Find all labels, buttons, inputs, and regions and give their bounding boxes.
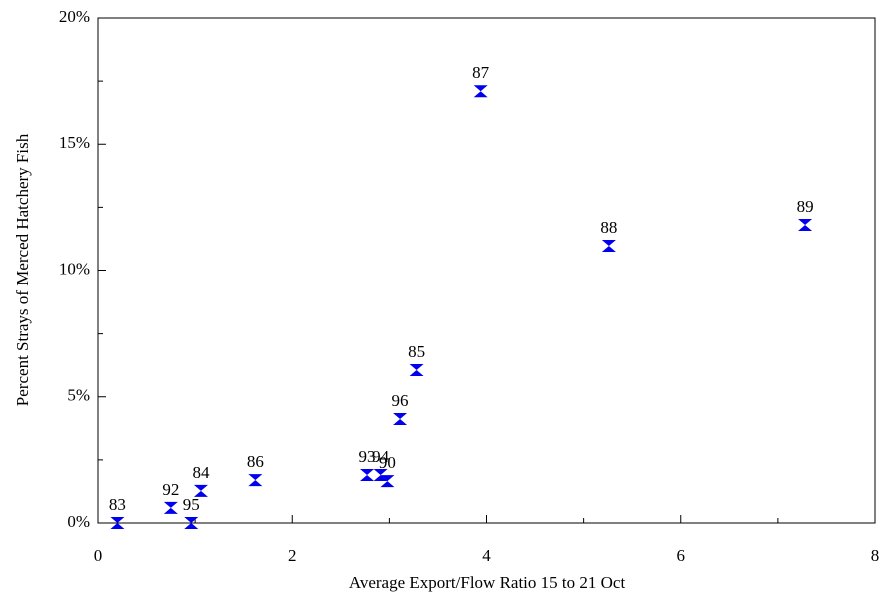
y-tick-label: 5%	[67, 386, 90, 405]
x-tick-label: 0	[94, 546, 103, 565]
data-point	[110, 517, 125, 529]
point-label: 84	[192, 463, 210, 482]
data-point	[601, 240, 616, 253]
data-point	[193, 484, 208, 497]
x-tick-label: 8	[871, 546, 880, 565]
plot-frame	[97, 17, 876, 524]
point-label: 95	[183, 495, 200, 514]
data-point	[380, 475, 395, 488]
point-label: 85	[408, 342, 425, 361]
point-label: 89	[797, 197, 814, 216]
point-label: 83	[109, 495, 126, 514]
x-tick-label: 6	[677, 546, 686, 565]
point-label: 90	[379, 453, 396, 472]
point-label: 86	[247, 452, 264, 471]
x-axis-label: Average Export/Flow Ratio 15 to 21 Oct	[349, 573, 626, 592]
point-label: 92	[162, 480, 179, 499]
point-label: 87	[472, 63, 490, 82]
data-point	[248, 474, 263, 487]
data-point	[798, 219, 813, 232]
point-label: 96	[392, 391, 409, 410]
x-tick-label: 2	[288, 546, 297, 565]
point-label: 88	[600, 218, 617, 237]
y-tick-label: 0%	[67, 512, 90, 531]
x-tick-label: 4	[482, 546, 491, 565]
point-label: 93	[359, 447, 376, 466]
data-point	[360, 469, 375, 482]
data-point	[409, 363, 424, 376]
y-axis-label: Percent Strays of Merced Hatchery Fish	[13, 133, 32, 406]
data-point	[163, 501, 178, 514]
y-tick-label: 10%	[59, 259, 90, 278]
point-label: 94	[372, 447, 390, 466]
y-tick-label: 15%	[59, 133, 90, 152]
data-point	[393, 412, 408, 425]
data-point	[473, 85, 488, 98]
y-tick-label: 20%	[59, 7, 90, 26]
data-point	[184, 517, 199, 529]
